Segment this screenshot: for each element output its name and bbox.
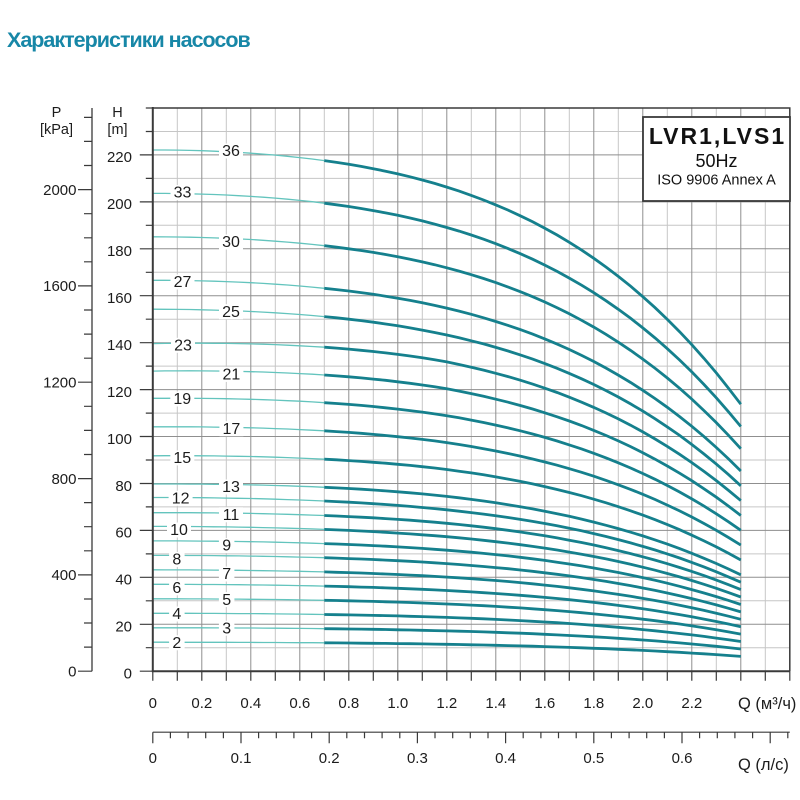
- svg-text:19: 19: [173, 391, 191, 408]
- svg-text:1.0: 1.0: [387, 695, 408, 712]
- svg-text:2.2: 2.2: [681, 695, 702, 712]
- svg-text:2: 2: [172, 635, 181, 652]
- svg-text:0: 0: [149, 695, 157, 712]
- svg-text:27: 27: [174, 274, 192, 291]
- svg-text:0.2: 0.2: [319, 750, 340, 767]
- svg-text:LVR1,LVS1: LVR1,LVS1: [649, 123, 786, 149]
- svg-text:4: 4: [172, 606, 181, 623]
- svg-text:Q (л/с): Q (л/с): [738, 756, 789, 774]
- svg-text:11: 11: [223, 507, 240, 524]
- svg-text:180: 180: [107, 243, 132, 260]
- svg-text:0.5: 0.5: [583, 750, 604, 767]
- svg-text:0.8: 0.8: [338, 695, 359, 712]
- svg-text:50Hz: 50Hz: [695, 151, 737, 171]
- svg-text:800: 800: [51, 471, 76, 488]
- svg-text:1.4: 1.4: [485, 695, 506, 712]
- svg-text:H: H: [112, 105, 122, 121]
- svg-text:1600: 1600: [43, 278, 76, 295]
- svg-text:30: 30: [222, 234, 240, 251]
- svg-text:0.2: 0.2: [191, 695, 212, 712]
- svg-text:10: 10: [170, 522, 188, 539]
- svg-text:25: 25: [222, 304, 240, 321]
- svg-text:0: 0: [68, 663, 76, 680]
- svg-text:5: 5: [222, 592, 231, 609]
- svg-text:0.3: 0.3: [407, 750, 428, 767]
- svg-text:2.0: 2.0: [632, 695, 653, 712]
- svg-text:0.6: 0.6: [672, 750, 693, 767]
- svg-text:8: 8: [172, 552, 181, 569]
- svg-text:40: 40: [115, 572, 132, 589]
- svg-text:0: 0: [149, 750, 157, 767]
- svg-text:17: 17: [223, 421, 241, 438]
- svg-text:1200: 1200: [43, 374, 76, 391]
- svg-text:0: 0: [124, 666, 132, 683]
- svg-text:60: 60: [115, 525, 132, 542]
- svg-text:36: 36: [222, 143, 240, 160]
- svg-text:2000: 2000: [43, 182, 76, 199]
- svg-text:200: 200: [107, 196, 132, 213]
- svg-text:ISO 9906 Annex A: ISO 9906 Annex A: [657, 173, 776, 189]
- svg-text:21: 21: [223, 367, 241, 384]
- svg-text:0.6: 0.6: [289, 695, 310, 712]
- svg-text:1.6: 1.6: [534, 695, 555, 712]
- svg-text:7: 7: [222, 566, 231, 583]
- svg-text:120: 120: [107, 384, 132, 401]
- svg-text:Q (м³/ч): Q (м³/ч): [738, 695, 796, 713]
- svg-text:[m]: [m]: [107, 122, 127, 138]
- svg-text:12: 12: [172, 491, 190, 508]
- svg-text:20: 20: [115, 619, 132, 636]
- svg-text:1.2: 1.2: [436, 695, 457, 712]
- svg-text:160: 160: [107, 290, 132, 307]
- svg-text:0.4: 0.4: [495, 750, 516, 767]
- svg-text:1.8: 1.8: [583, 695, 604, 712]
- svg-text:0.1: 0.1: [231, 750, 252, 767]
- svg-text:9: 9: [222, 538, 231, 555]
- svg-text:140: 140: [107, 337, 132, 354]
- svg-text:80: 80: [115, 478, 132, 495]
- svg-text:400: 400: [51, 567, 76, 584]
- svg-text:15: 15: [173, 450, 191, 467]
- svg-text:6: 6: [172, 580, 181, 597]
- svg-text:[kPa]: [kPa]: [40, 122, 73, 138]
- svg-text:220: 220: [107, 149, 132, 166]
- svg-text:3: 3: [222, 620, 231, 637]
- svg-text:P: P: [52, 105, 62, 121]
- svg-text:100: 100: [107, 431, 132, 448]
- svg-text:23: 23: [174, 338, 192, 355]
- svg-text:13: 13: [222, 479, 240, 496]
- svg-text:33: 33: [174, 185, 192, 202]
- svg-text:0.4: 0.4: [240, 695, 261, 712]
